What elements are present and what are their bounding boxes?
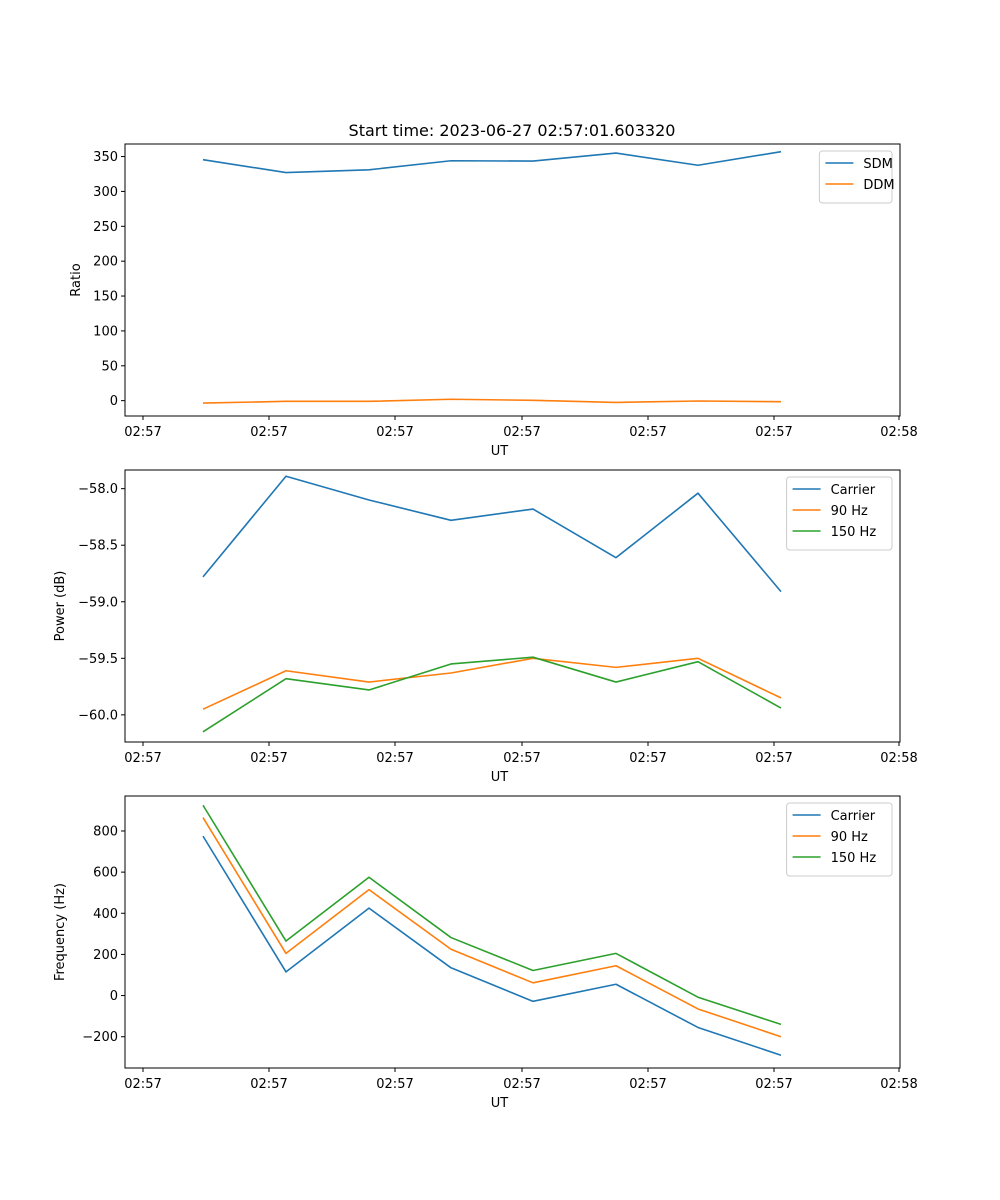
x-tick-label: 02:57	[250, 425, 287, 440]
x-tick-label: 02:57	[629, 1077, 666, 1092]
axes-frame	[124, 795, 901, 1069]
y-tick-label: −59.0	[78, 595, 118, 610]
legend: Carrier 90 Hz 150 Hz	[786, 476, 893, 551]
series-line-90-hz	[202, 817, 782, 1038]
panel-2: 02:57 02:57 02:57 02:57 02:57 02:57 02:58 −60.0…	[53, 469, 918, 785]
x-tick-label: 02:57	[629, 425, 666, 440]
y-axis-label: Power (dB)	[53, 571, 68, 642]
x-tick-label: 02:58	[880, 425, 917, 440]
panel-3: 02:57 02:57 02:57 02:57 02:57 02:57 02:58 −200 0…	[53, 795, 918, 1111]
x-tick-label: 02:57	[503, 425, 540, 440]
y-tick-label: −60.0	[78, 708, 118, 723]
series-line-150-hz	[202, 804, 782, 1026]
y-tick-label: −58.5	[78, 539, 118, 554]
y-tick-label: 150	[93, 290, 118, 305]
x-axis-label: UT	[491, 1096, 509, 1111]
legend-label: 90 Hz	[831, 504, 868, 519]
y-tick-label: 0	[110, 394, 118, 409]
y-tick-label: −59.5	[78, 652, 118, 667]
y-tick-label: 200	[93, 255, 118, 270]
series-line-ddm	[202, 398, 782, 404]
x-tick-label: 02:57	[503, 751, 540, 766]
x-tick-label: 02:57	[376, 1077, 413, 1092]
x-tick-label: 02:57	[124, 425, 161, 440]
y-tick-label: 250	[93, 220, 118, 235]
y-tick-label: −58.0	[78, 482, 118, 497]
x-tick-label: 02:57	[755, 425, 792, 440]
x-tick-label: 02:57	[250, 751, 287, 766]
legend: Carrier 90 Hz 150 Hz	[786, 802, 893, 877]
legend-label: Carrier	[831, 809, 876, 824]
x-tick-label: 02:58	[880, 751, 917, 766]
x-tick-label: 02:57	[124, 751, 161, 766]
y-tick-label: 350	[93, 150, 118, 165]
legend-label: 150 Hz	[831, 525, 877, 540]
y-tick-label: 300	[93, 185, 118, 200]
y-axis-label: Frequency (Hz)	[53, 883, 68, 981]
legend: SDM DDM	[818, 150, 895, 204]
legend-box	[818, 150, 893, 204]
x-axis-label: UT	[491, 444, 509, 459]
legend-label: 150 Hz	[831, 851, 877, 866]
y-tick-label: 50	[101, 359, 118, 374]
x-tick-label: 02:57	[124, 1077, 161, 1092]
series-line-carrier	[202, 475, 782, 593]
x-tick-label: 02:57	[250, 1077, 287, 1092]
axes-frame	[124, 469, 901, 743]
series-line-150-hz	[202, 656, 782, 733]
legend-label: 90 Hz	[831, 830, 868, 845]
y-tick-label: 400	[93, 907, 118, 922]
panel-1: 02:57 02:57 02:57 02:57 02:57 02:57 02:58 0 50 10…	[69, 143, 918, 459]
x-tick-label: 02:57	[503, 1077, 540, 1092]
figure-title: Start time: 2023-06-27 02:57:01.603320	[349, 121, 676, 140]
series-line-90-hz	[202, 657, 782, 710]
x-tick-label: 02:57	[376, 751, 413, 766]
legend-label: SDM	[863, 157, 892, 172]
y-axis-label: Ratio	[69, 263, 84, 296]
series-line-sdm	[202, 150, 782, 174]
panels: 02:57 02:57 02:57 02:57 02:57 02:57 02:58 0 50 10…	[53, 143, 918, 1111]
x-tick-label: 02:57	[755, 751, 792, 766]
x-tick-label: 02:58	[880, 1077, 917, 1092]
y-tick-label: 0	[110, 989, 118, 1004]
y-tick-label: 800	[93, 824, 118, 839]
axes-frame	[124, 143, 901, 417]
x-tick-label: 02:57	[376, 425, 413, 440]
y-tick-label: −200	[82, 1030, 118, 1045]
y-tick-label: 100	[93, 324, 118, 339]
series-line-carrier	[202, 835, 782, 1056]
x-tick-label: 02:57	[755, 1077, 792, 1092]
legend-label: Carrier	[831, 483, 876, 498]
y-tick-label: 600	[93, 866, 118, 881]
legend-label: DDM	[863, 178, 894, 193]
x-axis-label: UT	[491, 770, 509, 785]
y-tick-label: 200	[93, 948, 118, 963]
x-tick-label: 02:57	[629, 751, 666, 766]
